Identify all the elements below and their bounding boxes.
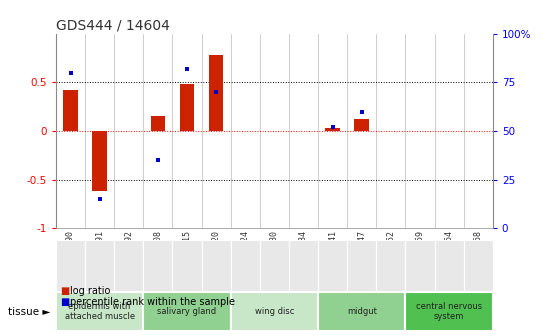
Point: [153, 158, 162, 163]
Text: tissue ►: tissue ►: [8, 307, 50, 317]
Text: central nervous
system: central nervous system: [416, 302, 482, 321]
Point: [357, 109, 366, 114]
Bar: [354, 119, 369, 131]
Point: [328, 124, 337, 130]
Point: [212, 89, 221, 95]
Bar: [63, 90, 78, 131]
Bar: [151, 116, 165, 131]
Text: percentile rank within the sample: percentile rank within the sample: [70, 297, 235, 307]
Text: GDS444 / 14604: GDS444 / 14604: [56, 18, 170, 33]
Bar: [325, 128, 340, 131]
Text: ■: ■: [60, 297, 69, 307]
Bar: [92, 131, 107, 192]
Bar: [180, 84, 194, 131]
Text: log ratio: log ratio: [70, 286, 110, 296]
Text: wing disc: wing disc: [255, 307, 294, 316]
Bar: [209, 55, 223, 131]
Text: salivary gland: salivary gland: [157, 307, 217, 316]
Point: [95, 197, 104, 202]
Text: epidermis with
attached muscle: epidermis with attached muscle: [64, 302, 135, 321]
Text: midgut: midgut: [347, 307, 377, 316]
Text: ■: ■: [60, 286, 69, 296]
Point: [66, 70, 75, 75]
Point: [183, 66, 192, 71]
